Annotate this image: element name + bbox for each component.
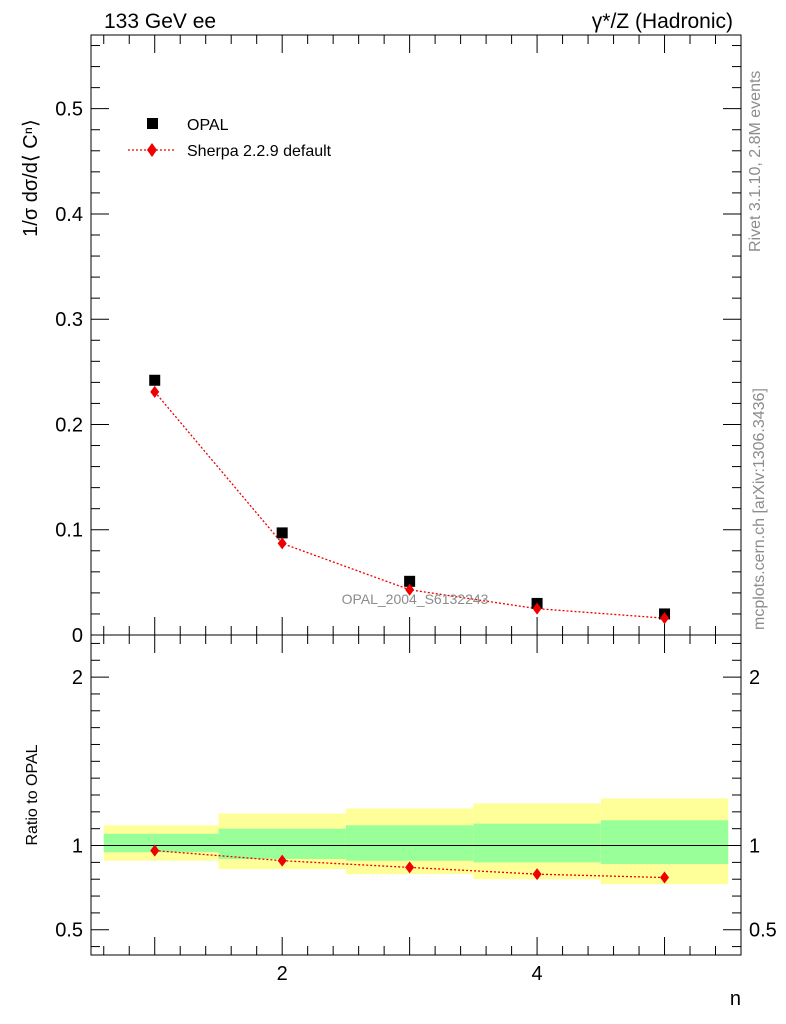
ratio-sherpa-point <box>660 871 670 884</box>
ratio-sherpa-point <box>532 868 542 881</box>
ratio-y-tick-label: 2 <box>72 667 83 689</box>
legend-opal-label: OPAL <box>187 117 229 134</box>
mcplots-label: mcplots.cern.ch [arXiv:1306.3436] <box>751 388 768 630</box>
main-series-layer <box>149 374 671 625</box>
main-y-tick-label: 0.3 <box>55 309 83 331</box>
main-y-tick-label: 0.2 <box>55 414 83 436</box>
ratio-inner-band <box>103 833 219 853</box>
main-sherpa-point <box>277 537 287 550</box>
main-panel: 0 0.1 0.2 0.3 0.4 0.5 OPAL_2004_S6132243 1/σ … <box>20 34 742 647</box>
ratio-y-tick-label: 1 <box>72 836 83 858</box>
ratio-y-tick-label: 0.5 <box>55 920 83 942</box>
ratio-inner-band <box>218 828 346 859</box>
main-opal-point <box>276 527 288 539</box>
ratio-axis-ticks: 0.5 0.5 1 1 2 2 2 4 <box>55 635 777 985</box>
header-left-label: 133 GeV ee <box>104 10 216 33</box>
ratio-uncertainty-bands <box>103 798 729 885</box>
ratio-inner-band <box>345 825 474 861</box>
x-axis-label: n <box>730 988 741 1010</box>
ratio-y-tick-label-right: 1 <box>749 836 760 858</box>
ratio-sherpa-line <box>154 849 665 879</box>
main-y-tick-label: 0.4 <box>55 204 83 226</box>
ratio-y-axis-label: Ratio to OPAL <box>24 744 41 845</box>
main-y-tick-label: 0 <box>72 625 83 647</box>
rivet-version-label: Rivet 3.1.10, 2.8M events <box>747 71 764 252</box>
legend-sherpa-marker <box>147 143 157 157</box>
main-y-tick-label: 0.1 <box>55 520 83 542</box>
ratio-sherpa-point <box>150 844 160 857</box>
main-opal-point <box>149 374 161 386</box>
main-y-tick-label: 0.5 <box>55 99 83 121</box>
ratio-y-tick-label-right: 0.5 <box>749 920 777 942</box>
legend-opal-marker <box>147 118 158 129</box>
main-axis-ticks: 0 0.1 0.2 0.3 0.4 0.5 <box>55 35 741 647</box>
main-y-axis-label: 1/σ dσ/d⟨ Cⁿ⟩ <box>20 119 42 237</box>
ratio-inner-band <box>473 823 601 863</box>
header-right-label: γ*/Z (Hadronic) <box>592 10 733 33</box>
main-opal-point <box>404 575 416 587</box>
ratio-series-layer <box>150 844 670 884</box>
ratio-panel: 0.5 0.5 1 1 2 2 2 4 Ratio to OPAL n <box>24 634 777 1010</box>
ratio-panel-frame <box>90 634 742 956</box>
legend-sherpa-label: Sherpa 2.2.9 default <box>187 143 332 160</box>
ratio-sherpa-point <box>277 854 287 867</box>
ratio-inner-band <box>600 820 729 865</box>
legend: OPAL Sherpa 2.2.9 default <box>128 117 332 160</box>
watermark-label: OPAL_2004_S6132243 <box>342 591 489 607</box>
x-tick-label: 2 <box>277 963 288 985</box>
x-tick-label: 4 <box>532 963 543 985</box>
main-sherpa-point <box>660 612 670 625</box>
main-sherpa-point <box>532 602 542 615</box>
ratio-y-tick-label-right: 2 <box>749 667 760 689</box>
main-sherpa-point <box>150 385 160 398</box>
ratio-sherpa-point <box>405 861 415 874</box>
main-sherpa-point <box>405 583 415 596</box>
